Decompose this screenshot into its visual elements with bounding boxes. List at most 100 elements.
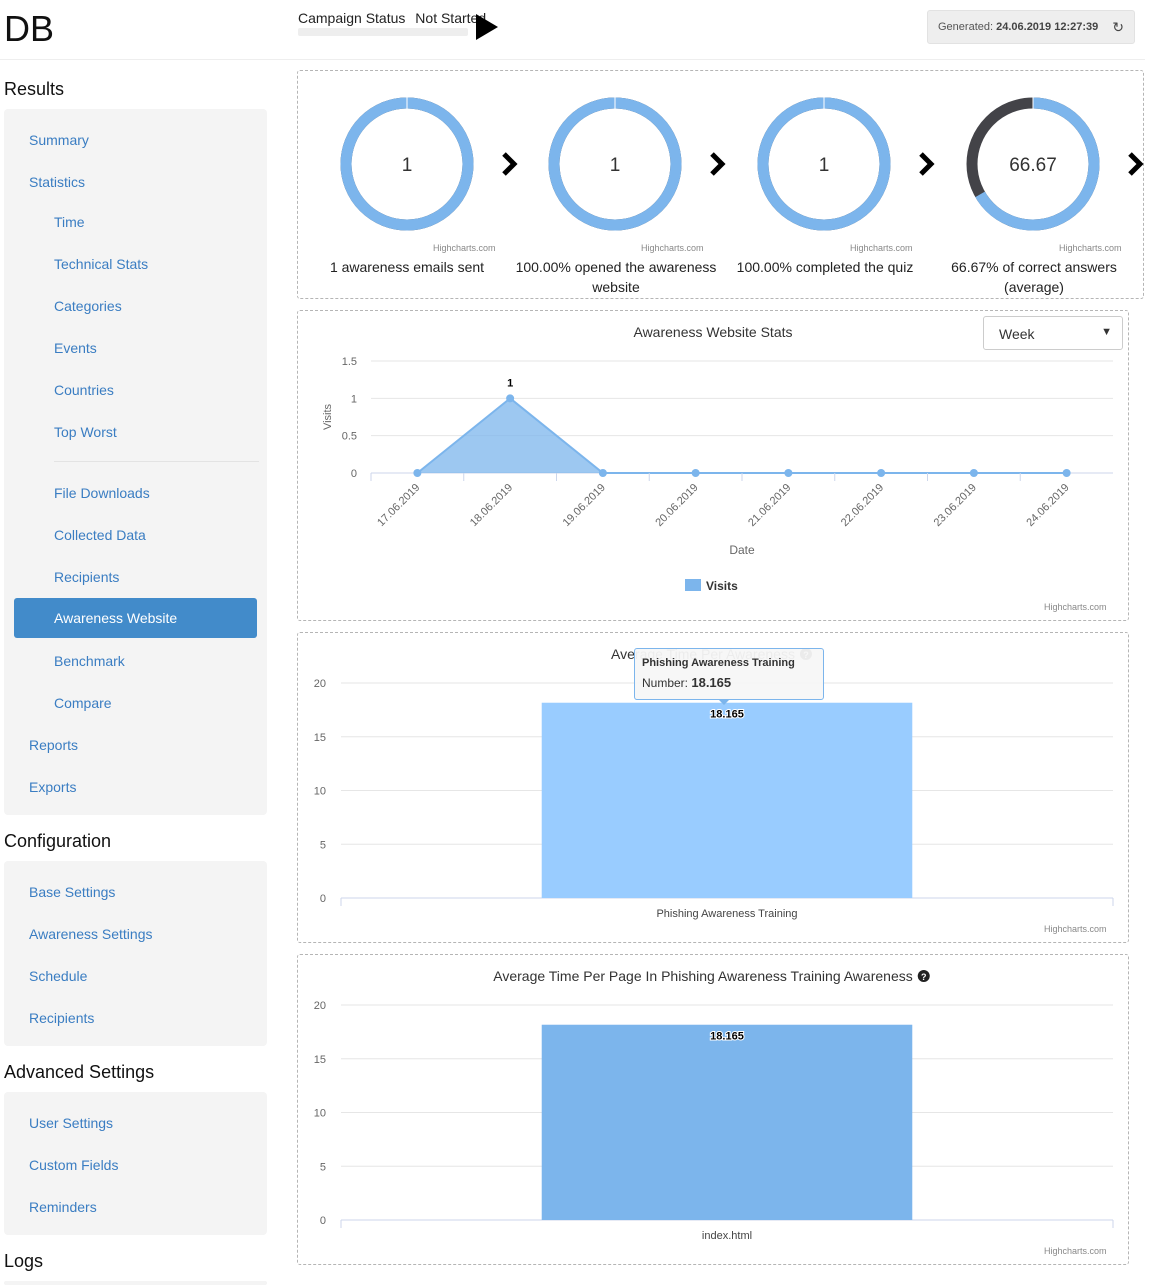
y-tick-label: 10 — [314, 786, 326, 798]
tooltip-pointer — [718, 699, 730, 705]
kpi-caption: 66.67% of correct answers (average) — [951, 259, 1117, 295]
sidebar-item-file-downloads[interactable]: File Downloads — [54, 485, 150, 501]
legend-symbol — [685, 579, 701, 591]
x-tick-label: 23.06.2019 — [932, 482, 979, 529]
campaign-status: Campaign Status Not Started — [298, 10, 486, 26]
y-tick-label: 5 — [320, 1161, 326, 1173]
x-tick-label: Phishing Awareness Training — [656, 908, 797, 920]
x-tick-label: 17.06.2019 — [375, 482, 422, 529]
y-tick-label: 1.5 — [342, 356, 357, 368]
legend-item: Visits — [706, 579, 738, 593]
x-tick-label: 20.06.2019 — [653, 482, 700, 529]
sidebar-item-custom-fields[interactable]: Custom Fields — [29, 1157, 119, 1173]
sidebar-item-benchmark[interactable]: Benchmark — [54, 653, 125, 669]
nav-divider — [54, 461, 259, 462]
tooltip-title: Phishing Awareness Training — [642, 657, 795, 669]
generated-info: Generated: 24.06.2019 12:27:39 ↻ — [927, 10, 1135, 44]
sidebar-item-statistics[interactable]: Statistics — [29, 174, 86, 190]
sidebar-item-collected-data[interactable]: Collected Data — [54, 527, 146, 543]
x-tick-label: 21.06.2019 — [746, 482, 793, 529]
sidebar-item-countries[interactable]: Countries — [54, 382, 114, 398]
sidebar-item-technical-stats[interactable]: Technical Stats — [54, 256, 149, 272]
data-point — [969, 469, 978, 477]
campaign-status-value: Not Started — [415, 10, 487, 26]
campaign-status-label: Campaign Status — [298, 10, 406, 26]
bar — [541, 1024, 913, 1220]
data-label: 1 — [507, 377, 513, 389]
sidebar-item-time[interactable]: Time — [54, 214, 85, 230]
sidebar-item-compare[interactable]: Compare — [54, 695, 112, 711]
chart-title: Awareness Website Stats — [633, 324, 792, 340]
sidebar-item-summary[interactable]: Summary — [29, 132, 89, 148]
x-tick-label: 19.06.2019 — [561, 482, 608, 529]
credit-label: Highcharts.com — [850, 243, 913, 253]
refresh-icon[interactable]: ↻ — [1112, 19, 1124, 35]
x-tick-label: index.html — [702, 1230, 752, 1242]
data-point — [598, 469, 607, 477]
y-tick-label: 0.5 — [342, 431, 357, 443]
data-point — [877, 469, 886, 477]
results-nav-panel: Summary Statistics Time Technical Stats … — [4, 109, 267, 815]
configuration-section-title: Configuration — [4, 831, 112, 851]
data-label: 18.165 — [710, 709, 744, 721]
chart-title: Average Time Per Page In Phishing Awaren… — [493, 968, 912, 984]
x-tick-label: 24.06.2019 — [1024, 482, 1071, 529]
sidebar-item-awareness-settings[interactable]: Awareness Settings — [29, 926, 153, 942]
generated-label: Generated: — [938, 21, 994, 33]
kpi-caption: 100.00% opened the awareness website — [515, 259, 717, 295]
app-title: DB — [4, 8, 55, 49]
period-select-value: Week — [999, 326, 1035, 342]
sidebar-item-schedule[interactable]: Schedule — [29, 968, 88, 984]
configuration-nav-panel: Base Settings Awareness Settings Schedul… — [4, 861, 267, 1046]
sidebar-item-recipients[interactable]: Recipients — [54, 569, 120, 585]
caret-down-icon: ▼ — [1101, 326, 1112, 338]
credit-label: Highcharts.com — [1044, 1246, 1107, 1256]
sidebar-item-events[interactable]: Events — [54, 340, 97, 356]
sidebar-item-reports[interactable]: Reports — [29, 737, 79, 753]
campaign-status-bar — [298, 28, 468, 36]
y-tick-label: 20 — [314, 678, 326, 690]
advanced-nav-panel: User Settings Custom Fields Reminders — [4, 1092, 267, 1235]
data-point — [413, 469, 422, 477]
period-select[interactable]: Week ▼ — [983, 316, 1123, 350]
data-label: 18.165 — [710, 1031, 744, 1043]
logs-nav-panel — [4, 1281, 267, 1285]
sidebar-item-user-settings[interactable]: User Settings — [29, 1115, 114, 1131]
y-axis-title: Visits — [322, 403, 334, 430]
x-tick-label: 18.06.2019 — [468, 482, 515, 529]
sidebar-item-top-worst[interactable]: Top Worst — [54, 424, 117, 440]
y-tick-label: 0 — [351, 468, 357, 480]
credit-label: Highcharts.com — [1044, 924, 1107, 934]
credit-label: Highcharts.com — [1059, 243, 1122, 253]
help-icon-glyph: ? — [921, 972, 927, 982]
play-button[interactable] — [476, 14, 498, 40]
x-tick-label: 22.06.2019 — [839, 482, 886, 529]
tooltip-row: Number: 18.165 — [642, 675, 731, 690]
tooltip-label: Number: — [642, 676, 689, 690]
sidebar-item-config-recipients[interactable]: Recipients — [29, 1010, 95, 1026]
credit-label: Highcharts.com — [1044, 602, 1107, 612]
y-tick-label: 0 — [320, 893, 326, 905]
sidebar-item-base-settings[interactable]: Base Settings — [29, 884, 116, 900]
credit-label: Highcharts.com — [433, 243, 496, 253]
data-point — [1062, 469, 1071, 477]
logs-section-title: Logs — [4, 1251, 44, 1271]
sidebar-item-reminders[interactable]: Reminders — [29, 1199, 97, 1215]
tooltip-value: 18.165 — [691, 675, 732, 690]
y-tick-label: 15 — [314, 732, 326, 744]
sidebar-item-label: Awareness Website — [54, 610, 178, 626]
y-tick-label: 0 — [320, 1215, 326, 1227]
sidebar-item-awareness-website[interactable]: Awareness Website — [14, 598, 257, 638]
chart-tooltip: Phishing Awareness Training Number: 18.1… — [634, 648, 824, 700]
sidebar-item-exports[interactable]: Exports — [29, 779, 77, 795]
y-tick-label: 5 — [320, 839, 326, 851]
header-divider — [0, 59, 1145, 60]
kpi-caption: 1 awareness emails sent — [329, 259, 485, 275]
y-tick-label: 15 — [314, 1054, 326, 1066]
data-point — [784, 469, 793, 477]
x-axis-title: Date — [729, 543, 755, 557]
y-tick-label: 20 — [314, 1000, 326, 1012]
sidebar-item-categories[interactable]: Categories — [54, 298, 122, 314]
y-tick-label: 1 — [351, 393, 357, 405]
